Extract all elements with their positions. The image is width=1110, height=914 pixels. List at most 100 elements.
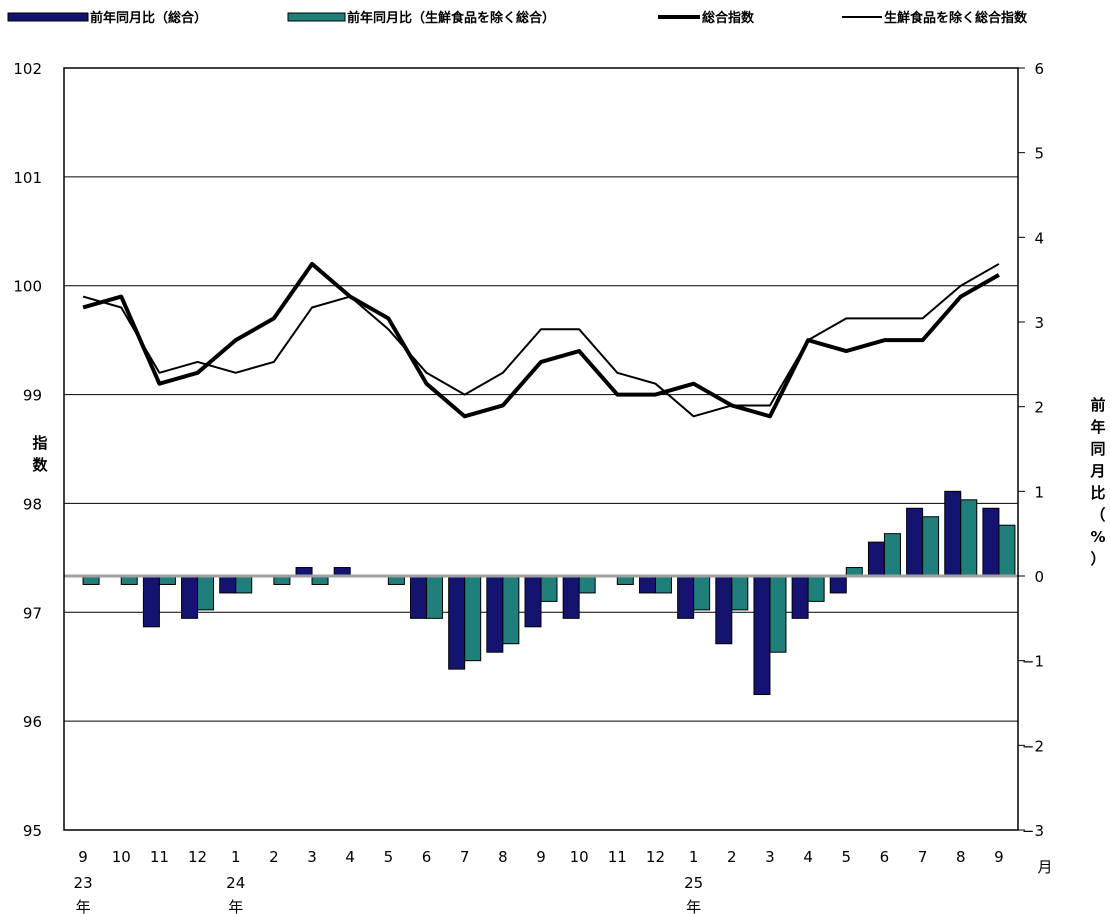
bar-headline <box>486 575 504 653</box>
x-tick-label: 12 <box>646 848 665 866</box>
legend-swatch-bar2 <box>287 12 346 22</box>
bar-core <box>235 575 253 594</box>
x-tick-label: 8 <box>956 848 966 866</box>
bar-core <box>807 575 825 602</box>
bar-headline <box>677 575 695 619</box>
bar-headline <box>867 541 885 577</box>
x-tick-label: 1 <box>231 848 241 866</box>
x-tick-label: 11 <box>608 848 627 866</box>
bar-core <box>464 575 482 662</box>
bar-core <box>731 575 749 611</box>
legend-label-bar1: 前年同月比（総合） <box>90 10 207 26</box>
right-tick-label: 0 <box>1034 568 1044 586</box>
bar-headline <box>753 575 771 696</box>
left-axis-label: 指数 <box>32 434 48 474</box>
bar-headline <box>791 575 809 619</box>
x-year-label: 24 <box>226 874 245 892</box>
x-tick-label: 5 <box>384 848 394 866</box>
x-tick-label: 2 <box>727 848 737 866</box>
right-tick-label: 5 <box>1034 145 1044 163</box>
bar-core <box>540 575 558 602</box>
right-tick-label: 6 <box>1034 60 1044 78</box>
x-tick-label: 11 <box>150 848 169 866</box>
x-tick-label: 6 <box>880 848 890 866</box>
bar-headline <box>562 575 580 619</box>
bar-core <box>883 533 901 577</box>
bar-headline <box>448 575 466 670</box>
bar-headline <box>219 575 237 594</box>
right-axis-ticks: −3 −2 −1 0 1 2 3 4 5 6 <box>1018 60 1044 840</box>
x-year-label: 25 <box>684 874 703 892</box>
left-tick-label: 96 <box>23 713 42 731</box>
left-tick-label: 97 <box>23 604 42 622</box>
legend-label-line1: 総合指数 <box>702 10 755 26</box>
x-tick-label: 1 <box>689 848 699 866</box>
x-year-suffix: 年 <box>76 898 91 914</box>
bar-headline <box>829 575 847 594</box>
legend: 前年同月比（総合） 前年同月比（生鮮食品を除く総合） 総合指数 生鮮食品を除く総… <box>7 10 1028 26</box>
x-tick-label: 3 <box>307 848 317 866</box>
right-tick-label: 4 <box>1034 229 1044 247</box>
gridlines <box>64 176 1018 722</box>
bar-headline <box>906 507 924 577</box>
bar-core <box>578 575 596 594</box>
bar-core <box>922 516 940 577</box>
x-tick-label: 3 <box>765 848 775 866</box>
x-tick-label: 10 <box>570 848 589 866</box>
x-tick-label: 4 <box>803 848 813 866</box>
bar-core <box>693 575 711 611</box>
x-tick-label: 7 <box>918 848 928 866</box>
x-year-suffix: 年 <box>686 898 701 914</box>
x-tick-label: 9 <box>78 848 88 866</box>
axis-labels: 月 指数 前年同月比（%） <box>32 396 1105 876</box>
x-tick-label: 2 <box>269 848 279 866</box>
bar-headline <box>715 575 733 645</box>
bar-headline <box>410 575 428 619</box>
x-tick-label: 5 <box>842 848 852 866</box>
x-tick-label: 6 <box>422 848 432 866</box>
legend-label-bar2: 前年同月比（生鮮食品を除く総合） <box>347 10 555 26</box>
bar-core <box>502 575 520 645</box>
right-tick-label: −1 <box>1022 653 1044 671</box>
x-axis-unit: 月 <box>1037 858 1052 876</box>
bar-core <box>960 499 978 577</box>
bar-core <box>654 575 672 594</box>
bar-headline <box>982 507 1000 577</box>
series-line-headline <box>82 261 1000 419</box>
right-tick-label: −2 <box>1022 737 1044 755</box>
legend-label-line2: 生鮮食品を除く総合指数 <box>884 10 1028 26</box>
right-tick-label: 1 <box>1034 483 1044 501</box>
left-tick-label: 101 <box>13 169 42 187</box>
left-tick-label: 98 <box>23 495 42 513</box>
left-tick-label: 99 <box>23 387 42 405</box>
plot-frame <box>63 67 1019 831</box>
bar-headline <box>638 575 656 594</box>
lines <box>82 261 1000 419</box>
bar-core <box>769 575 787 653</box>
left-axis-ticks: 95 96 97 98 99 100 101 102 <box>13 60 42 840</box>
bar-core <box>998 524 1016 577</box>
left-tick-label: 95 <box>23 822 42 840</box>
right-tick-label: 3 <box>1034 314 1044 332</box>
x-year-suffix: 年 <box>228 898 243 914</box>
left-tick-label: 100 <box>13 278 42 296</box>
series-line-core <box>82 263 1000 418</box>
x-tick-label: 4 <box>345 848 355 866</box>
left-tick-label: 102 <box>13 60 42 78</box>
x-tick-label: 10 <box>112 848 131 866</box>
bar-headline <box>181 575 199 619</box>
bars <box>82 490 1016 696</box>
x-tick-label: 8 <box>498 848 508 866</box>
bar-headline <box>142 575 160 628</box>
bar-headline <box>944 490 962 577</box>
right-tick-label: −3 <box>1022 822 1044 840</box>
x-tick-label: 9 <box>994 848 1004 866</box>
bar-core <box>197 575 215 611</box>
right-tick-label: 2 <box>1034 399 1044 417</box>
x-tick-label: 12 <box>188 848 207 866</box>
x-tick-label: 7 <box>460 848 470 866</box>
x-year-label: 23 <box>74 874 93 892</box>
bar-core <box>426 575 444 619</box>
